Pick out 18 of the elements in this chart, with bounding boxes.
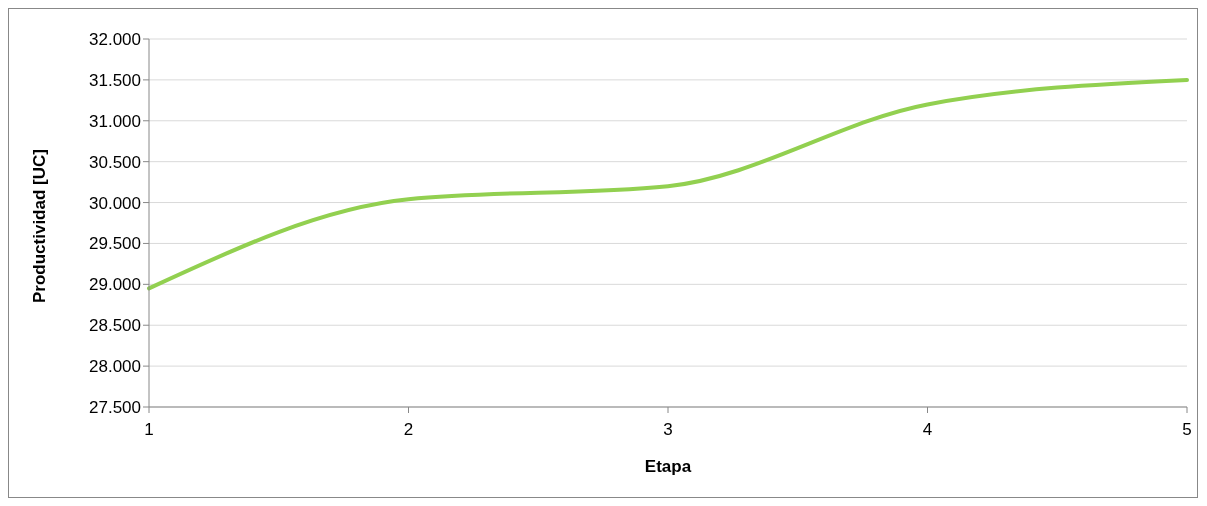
y-tick-label: 30.500 xyxy=(89,152,141,172)
x-tick-label: 5 xyxy=(1182,420,1192,440)
y-tick-label: 27.500 xyxy=(89,398,141,418)
y-tick-label: 31.000 xyxy=(89,111,141,131)
x-tick-label: 1 xyxy=(144,420,154,440)
x-tick-label: 4 xyxy=(922,420,933,440)
y-tick-label: 29.500 xyxy=(89,234,141,254)
x-tick-label: 2 xyxy=(403,420,414,440)
line-series xyxy=(147,77,1189,291)
x-tick-label: 3 xyxy=(663,420,673,440)
y-tick-label: 31.500 xyxy=(89,70,141,90)
y-tick-label: 29.000 xyxy=(89,275,141,295)
y-axis-title: Productividad [UC] xyxy=(30,149,50,303)
y-tick-label: 32.000 xyxy=(89,30,141,50)
y-tick-label: 28.500 xyxy=(89,316,141,336)
y-tick-label: 28.000 xyxy=(89,357,141,377)
x-axis-title: Etapa xyxy=(644,457,692,476)
y-tick-label: 30.000 xyxy=(89,193,141,213)
